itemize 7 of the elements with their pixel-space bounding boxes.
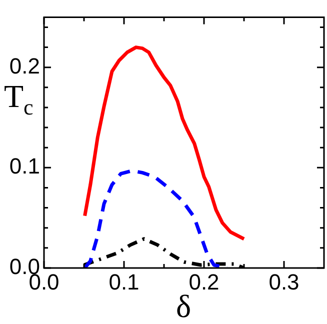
- y-tick-label: 0.1: [9, 154, 40, 179]
- x-tick-label: 0.1: [108, 269, 140, 294]
- x-axis-title: δ: [176, 288, 192, 324]
- x-tick-label: 0.3: [268, 269, 300, 294]
- y-tick-label: 0.2: [9, 53, 40, 78]
- x-tick-label: 0.2: [188, 269, 220, 294]
- y-axis-title: T$_{c}$: [4, 78, 34, 122]
